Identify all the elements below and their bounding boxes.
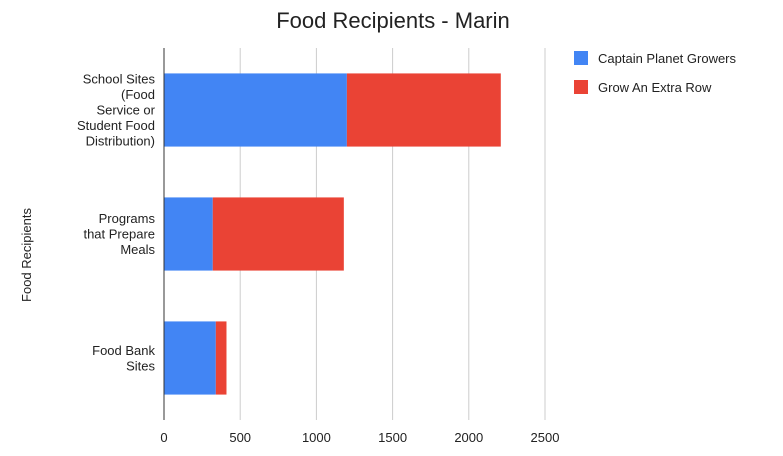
category-label: Programs that Prepare Meals [83,211,155,257]
x-tick-label: 2000 [454,430,483,445]
x-tick-label: 2500 [531,430,560,445]
category-label-line: School Sites [83,72,156,87]
legend-label: Captain Planet Growers [598,51,737,66]
y-axis-label: Food Recipients [19,208,34,302]
bar [347,73,501,146]
category-label-line: Sites [126,358,155,373]
x-tick-label: 500 [229,430,251,445]
category-label: Food Bank Sites [92,343,155,374]
category-label-line: Student Food [77,118,155,133]
x-tick-label: 1500 [378,430,407,445]
category-label-line: (Food [121,87,155,102]
bar [164,73,347,146]
x-tick-label: 1000 [302,430,331,445]
category-label-line: Distribution) [86,134,155,149]
bar [164,321,216,394]
x-tick-labels: 0 500 1000 1500 2000 2500 [160,430,559,445]
chart-title: Food Recipients - Marin [276,8,510,33]
legend-label: Grow An Extra Row [598,80,712,95]
category-labels: School Sites (Food Service or Student Food D… [77,72,156,374]
legend-swatch [574,80,588,94]
legend: Captain Planet Growers Grow An Extra Row [574,51,737,95]
bar [216,321,227,394]
category-label: School Sites (Food Service or Student Food D… [77,72,156,149]
legend-swatch [574,51,588,65]
bars [164,73,501,394]
bar [213,197,344,270]
category-label-line: that Prepare [83,227,155,242]
category-label-line: Meals [120,242,155,257]
category-label-line: Service or [96,103,155,118]
category-label-line: Programs [99,211,156,226]
bar [164,197,213,270]
category-label-line: Food Bank [92,343,155,358]
x-tick-label: 0 [160,430,167,445]
